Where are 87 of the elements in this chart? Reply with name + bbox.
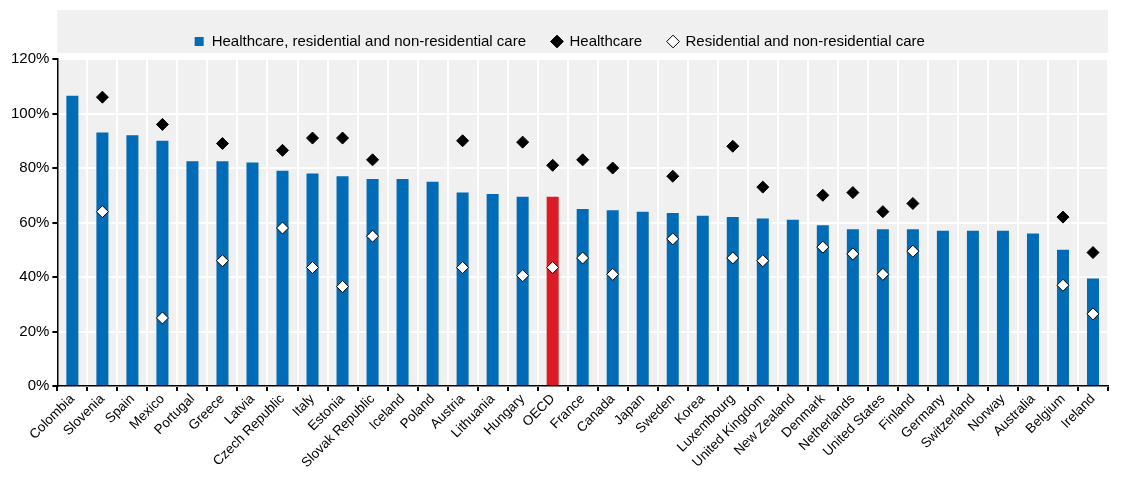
point (1086, 307, 1100, 321)
y-tick-label: 0% (27, 376, 50, 394)
bar (186, 161, 199, 386)
point (606, 267, 620, 281)
bar (636, 211, 649, 386)
y-tick-label: 60% (19, 212, 50, 230)
bar (366, 178, 379, 386)
point (576, 153, 590, 167)
point (546, 261, 560, 275)
bar (156, 140, 169, 386)
bar (696, 215, 709, 386)
point (756, 254, 770, 268)
point (276, 143, 289, 157)
bar (1026, 233, 1039, 386)
bar (246, 162, 259, 386)
bar (486, 193, 499, 386)
point (906, 196, 920, 210)
bar (216, 161, 229, 386)
point (666, 232, 680, 246)
bar (846, 229, 859, 386)
bar (726, 217, 739, 386)
point (306, 131, 320, 145)
bar (126, 135, 139, 386)
bar (96, 132, 109, 386)
bar (396, 178, 409, 386)
point (336, 280, 350, 294)
bar (426, 181, 439, 386)
point (846, 247, 860, 261)
point (306, 261, 320, 275)
point (906, 244, 920, 258)
point (816, 188, 830, 202)
point (456, 261, 470, 275)
bar (456, 192, 469, 386)
point (215, 254, 229, 268)
legend-label: Healthcare, residential and non-residential care (211, 31, 527, 49)
bar (1056, 249, 1069, 386)
bar (816, 225, 829, 386)
bar (516, 196, 529, 386)
point (546, 158, 560, 172)
point (1056, 210, 1070, 224)
point (666, 169, 680, 183)
point (816, 240, 830, 254)
legend-label: Residential and non-residential care (685, 31, 925, 49)
point (95, 90, 109, 104)
bar (546, 196, 559, 386)
y-tick-label: 40% (19, 267, 50, 285)
point (726, 139, 740, 153)
bar (336, 176, 349, 386)
point (1086, 246, 1100, 260)
bar (996, 230, 1009, 386)
bar (786, 219, 799, 386)
point (155, 117, 169, 131)
bar (1086, 278, 1099, 386)
bar (576, 208, 589, 386)
point (756, 180, 770, 194)
point (366, 153, 380, 167)
point (726, 251, 740, 265)
bar (666, 213, 679, 386)
point (516, 269, 530, 283)
y-tick-label: 20% (19, 321, 50, 339)
point (276, 221, 289, 235)
bar (756, 218, 769, 386)
point (366, 229, 380, 243)
y-tick-label: 100% (10, 103, 50, 121)
bar (936, 230, 949, 386)
point (215, 137, 229, 150)
point (456, 134, 470, 148)
point (846, 186, 860, 200)
point (576, 251, 590, 265)
legend-label: Healthcare (569, 31, 643, 49)
point (95, 205, 109, 219)
y-tick-label: 120% (10, 49, 50, 67)
y-tick-label: 80% (19, 158, 50, 176)
point (876, 267, 890, 281)
point (155, 311, 169, 325)
point (336, 131, 350, 145)
bar (306, 173, 319, 386)
bar (276, 170, 289, 386)
point (606, 161, 620, 175)
bar (906, 229, 919, 386)
bar (606, 210, 619, 386)
point (876, 205, 890, 219)
point (1056, 278, 1070, 292)
bar (876, 229, 889, 386)
bar (966, 230, 979, 386)
point (516, 135, 530, 149)
bar (66, 95, 79, 386)
